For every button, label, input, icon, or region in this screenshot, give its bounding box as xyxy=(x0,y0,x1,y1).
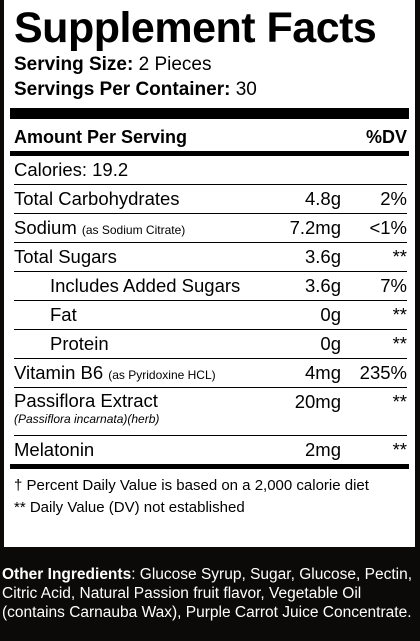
table-header: Amount Per Serving %DV xyxy=(14,123,407,151)
nutrient-name: Melatonin xyxy=(14,439,95,460)
nutrient-name: Vitamin B6 xyxy=(14,362,104,383)
nutrient-amount: 4.8g xyxy=(304,188,341,209)
nutrient-name: Fat xyxy=(50,304,77,325)
divider-thick xyxy=(10,108,409,119)
ingredients-label: Other Ingredients xyxy=(2,566,132,583)
nutrient-note: (Passiflora incarnata)(herb) xyxy=(14,412,160,426)
other-ingredients: Other Ingredients: Glucose Syrup, Sugar,… xyxy=(2,565,414,622)
nutrient-dv: 2% xyxy=(380,188,407,209)
nutrient-dv: ** xyxy=(392,246,407,267)
supplement-facts-label: Supplement Facts Serving Size: 2 Pieces … xyxy=(4,0,415,547)
ingredients-text: : Glucose Syrup, Sugar, Glucose, Pectin,… xyxy=(2,566,413,621)
nutrient-dv: 235% xyxy=(359,362,407,383)
header-amount: Amount Per Serving xyxy=(14,126,188,147)
nutrient-dv: <1% xyxy=(369,217,407,238)
nutrient-amount: 20mg xyxy=(294,391,341,412)
nutrient-amount: 0g xyxy=(320,333,341,354)
nutrient-row-passiflora: Passiflora Extract (Passiflora incarnata)… xyxy=(14,388,407,436)
serving-size-value: 2 Pieces xyxy=(138,54,212,75)
divider-medium xyxy=(10,151,409,156)
nutrient-amount: 7.2mg xyxy=(289,217,341,238)
servings-per-container: Servings Per Container: 30 xyxy=(14,77,407,102)
nutrient-amount: 3.6g xyxy=(304,275,341,296)
nutrient-row-carbs: Total Carbohydrates 4.8g 2% xyxy=(14,185,407,214)
nutrient-dv: 7% xyxy=(380,275,407,296)
nutrient-row-added-sugars: Includes Added Sugars 3.6g 7% xyxy=(14,272,407,301)
servings-value: 30 xyxy=(235,79,257,100)
nutrient-name: Protein xyxy=(50,333,109,354)
nutrient-row-protein: Protein 0g ** xyxy=(14,330,407,359)
nutrient-dv: ** xyxy=(392,391,407,412)
nutrient-name: Total Carbohydrates xyxy=(14,188,180,209)
servings-label: Servings Per Container: xyxy=(14,79,231,100)
calories-text: Calories: 19.2 xyxy=(14,159,129,180)
nutrient-row-sodium: Sodium (as Sodium Citrate) 7.2mg <1% xyxy=(14,214,407,243)
nutrient-name-wrap: Passiflora Extract (Passiflora incarnata)… xyxy=(14,391,261,427)
nutrient-amount: 4mg xyxy=(305,362,341,383)
nutrient-amount: 3.6g xyxy=(304,246,341,267)
nutrient-name-wrap: Vitamin B6 (as Pyridoxine HCL) xyxy=(14,362,261,384)
nutrient-row-fat: Fat 0g ** xyxy=(14,301,407,330)
divider-medium-bottom xyxy=(10,464,409,469)
nutrient-note: (as Pyridoxine HCL) xyxy=(108,368,216,382)
nutrient-name: Total Sugars xyxy=(14,246,117,267)
nutrient-name: Passiflora Extract xyxy=(14,391,158,411)
nutrient-amount: 0g xyxy=(320,304,341,325)
nutrient-note: (as Sodium Citrate) xyxy=(81,223,186,237)
nutrient-row-melatonin: Melatonin 2mg ** xyxy=(14,436,407,464)
footnote-not-established: ** Daily Value (DV) not established xyxy=(14,499,245,516)
nutrient-name: Includes Added Sugars xyxy=(50,275,241,296)
nutrient-dv: ** xyxy=(392,439,407,460)
calories-row: Calories: 19.2 xyxy=(14,156,407,185)
nutrient-row-total-sugars: Total Sugars 3.6g ** xyxy=(14,243,407,272)
header-dv: %DV xyxy=(365,126,407,147)
label-title: Supplement Facts xyxy=(14,4,377,52)
footnote-dv: † Percent Daily Value is based on a 2,00… xyxy=(14,477,369,494)
serving-size-label: Serving Size: xyxy=(14,54,134,75)
nutrient-amount: 2mg xyxy=(305,439,341,460)
nutrient-row-vitamin-b6: Vitamin B6 (as Pyridoxine HCL) 4mg 235% xyxy=(14,359,407,388)
serving-size: Serving Size: 2 Pieces xyxy=(14,52,407,77)
nutrient-name-wrap: Sodium (as Sodium Citrate) xyxy=(14,217,261,239)
nutrient-dv: ** xyxy=(392,333,407,354)
nutrient-dv: ** xyxy=(392,304,407,325)
nutrient-name: Sodium xyxy=(14,217,77,238)
